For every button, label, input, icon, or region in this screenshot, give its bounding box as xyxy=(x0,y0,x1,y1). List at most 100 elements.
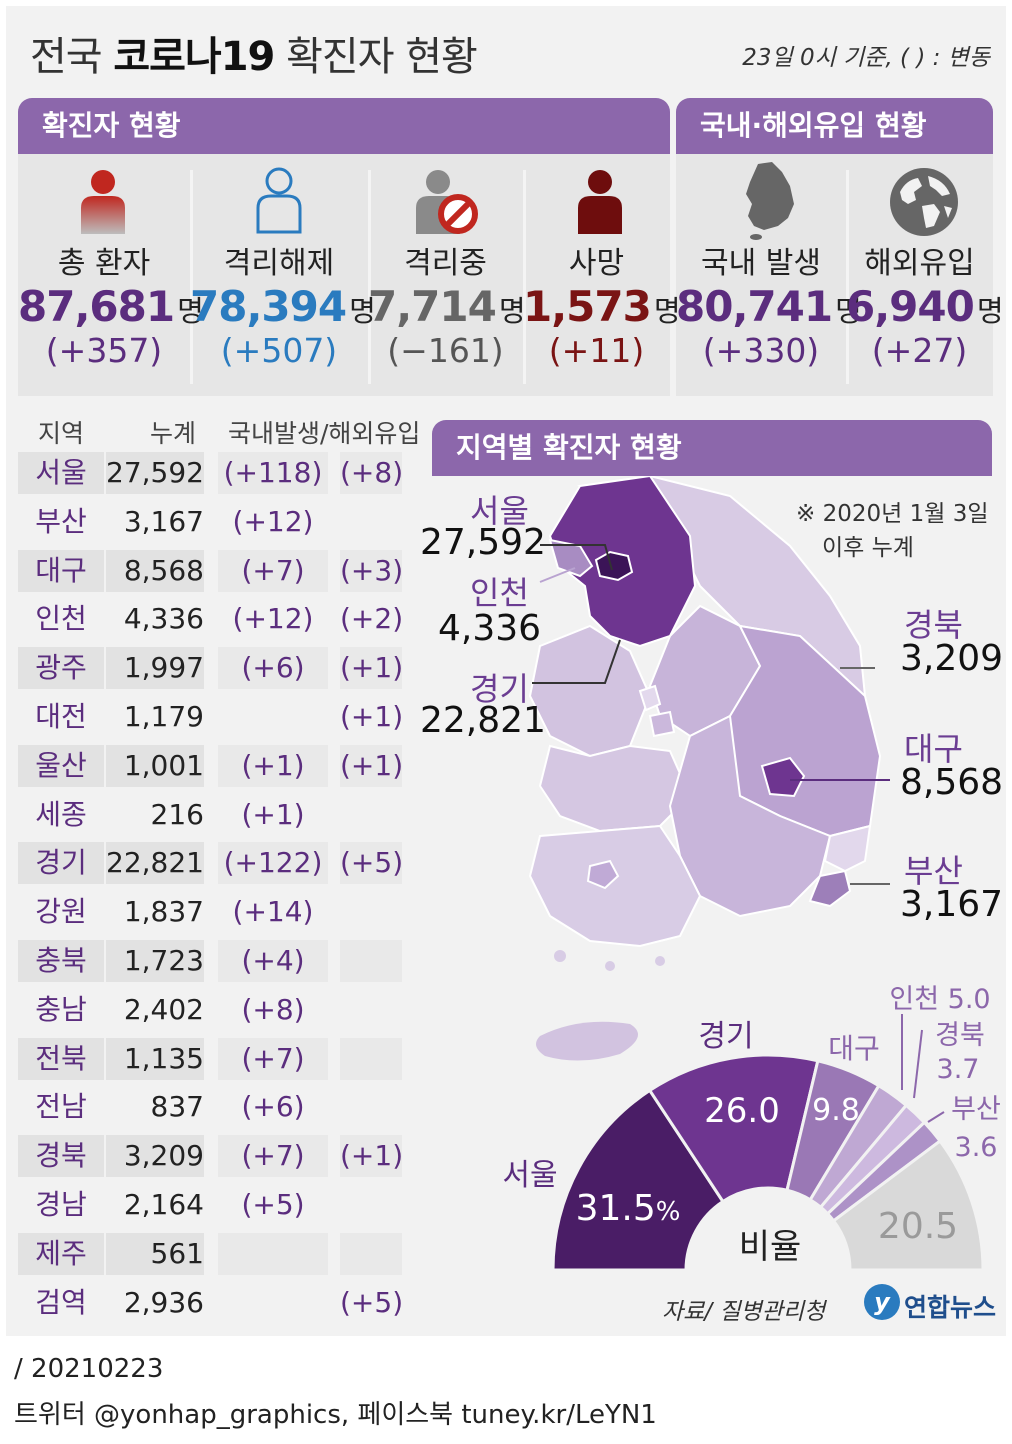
table-cell-total: 8,568 xyxy=(106,549,204,592)
table-cell-total: 1,723 xyxy=(106,940,204,982)
divider xyxy=(523,170,526,384)
stat-change: (+330) xyxy=(702,331,820,370)
basis-note: 23일 0시 기준, ( ) : 변동 xyxy=(742,45,990,71)
confirmed-stats-box xyxy=(18,154,670,396)
table-cell-region: 전남 xyxy=(35,1090,87,1124)
table-cell-region: 경북 xyxy=(18,1135,104,1178)
table-cell-region: 광주 xyxy=(18,647,104,690)
table-cell-region: 울산 xyxy=(18,744,104,787)
region-sejong xyxy=(638,684,662,712)
table-cell-domestic: (+118) xyxy=(218,452,328,494)
korea-region-map xyxy=(528,476,882,1061)
table-cell-domestic: (+12) xyxy=(232,504,314,538)
divider xyxy=(190,170,193,384)
table-cell-domestic: (+7) xyxy=(218,549,328,592)
yonhap-logo-icon: y xyxy=(864,1284,900,1320)
table-cell-total: 1,135 xyxy=(106,1037,204,1080)
donut-leader-line xyxy=(927,1111,945,1123)
stat-change: (+11) xyxy=(548,331,645,370)
table-cell-imported xyxy=(340,1037,402,1080)
table-cell-region: 대구 xyxy=(18,549,104,592)
map-label-daegu-value: 8,568 xyxy=(900,762,1004,803)
table-cell-imported xyxy=(340,1232,402,1275)
stat-value: 80,741 명 xyxy=(676,282,862,331)
footer-social[interactable]: 트위터 @yonhap_graphics, 페이스북 tuney.kr/LeYN… xyxy=(14,1400,657,1430)
brand-name: 연합뉴스 xyxy=(904,1293,997,1322)
stat-label: 사망 xyxy=(568,246,625,281)
table-cell-imported: (+1) xyxy=(340,744,403,787)
map-label-seoul-name: 서울 xyxy=(470,492,529,530)
table-cell-region: 충북 xyxy=(18,940,104,982)
stat-label: 격리해제 xyxy=(223,246,335,281)
table-cell-total: 3,209 xyxy=(106,1135,204,1178)
donut-label-gyeongbuk-value: 3.7 xyxy=(937,1054,980,1085)
stat-domestic: 국내 발생 80,741 명 (+330) xyxy=(676,238,862,370)
table-cell-total: 1,179 xyxy=(123,700,204,733)
region-seoul xyxy=(594,550,634,582)
map-label-gyeongbuk-value: 3,209 xyxy=(900,638,1004,679)
table-header-region: 지역 xyxy=(38,419,85,448)
donut-slice-other xyxy=(831,1138,985,1272)
table-cell-total: 561 xyxy=(106,1232,204,1275)
table-cell-domestic: (+1) xyxy=(241,797,305,831)
table-cell-domestic: (+8) xyxy=(241,992,305,1026)
donut-label-busan-name: 부산 xyxy=(951,1094,1001,1125)
donut-label-incheon: 인천 5.0 xyxy=(889,984,990,1015)
korea-map-icon xyxy=(746,162,794,240)
stat-value: 87,681 명 xyxy=(18,282,204,331)
map-label-busan-value: 3,167 xyxy=(900,884,1004,925)
table-cell-total: 1,001 xyxy=(106,744,204,787)
table-cell-imported: (+3) xyxy=(340,549,403,592)
table-cell-total: 3,167 xyxy=(123,504,204,538)
divider xyxy=(846,170,849,384)
donut-label-seoul-name: 서울 xyxy=(502,1158,557,1193)
table-cell-total: 4,336 xyxy=(123,602,204,636)
table-cell-domestic xyxy=(218,1232,328,1275)
stat-imported: 해외유입 6,940 명 (+27) xyxy=(846,238,1004,370)
stat-value: 7,714 명 xyxy=(368,282,526,331)
stat-released: 격리해제 78,394 명 (+507) xyxy=(190,238,376,370)
map-label-busan-name: 부산 xyxy=(904,852,963,890)
donut-label-gyeonggi-value: 26.0 xyxy=(704,1091,780,1131)
table-cell-total: 1,837 xyxy=(123,895,204,929)
table-cell-total: 2,936 xyxy=(123,1285,204,1319)
table-cell-total: 27,592 xyxy=(106,452,204,494)
region-daejeon xyxy=(648,710,676,738)
table-cell-region: 인천 xyxy=(35,602,87,636)
table-cell-domestic: (+4) xyxy=(218,940,328,982)
region-busan xyxy=(808,869,852,908)
source-text: 자료/ 질병관리청 xyxy=(662,1299,826,1325)
table-cell-total: 2,164 xyxy=(123,1188,204,1221)
stat-value: 6,940 명 xyxy=(846,282,1004,331)
map-note-line2: 이후 누계 xyxy=(822,535,914,561)
table-cell-region: 대전 xyxy=(35,700,87,733)
table-cell-total: 837 xyxy=(150,1090,204,1124)
region-daegu xyxy=(760,756,806,798)
map-label-incheon-name: 인천 xyxy=(470,574,529,612)
table-cell-domestic: (+1) xyxy=(218,744,328,787)
region-gyeongnam xyxy=(668,714,832,918)
donut-slice-gyeonggi xyxy=(647,1053,820,1204)
table-cell-domestic: (+6) xyxy=(218,647,328,690)
stat-value: 1,573 명 xyxy=(523,282,681,331)
table-cell-imported xyxy=(340,940,402,982)
region-jeonnam xyxy=(528,824,702,948)
table-cell-domestic: (+5) xyxy=(241,1188,305,1221)
table-header-total: 누계 xyxy=(150,419,197,448)
origin-section-header: 국내·해외유입 현황 xyxy=(676,98,993,154)
person-prohibited-icon xyxy=(416,170,478,234)
table-cell-imported: (+5) xyxy=(340,842,403,885)
person-outline-blue-icon xyxy=(256,167,302,234)
donut-label-daegu-value: 9.8 xyxy=(812,1093,860,1128)
stat-label: 총 환자 xyxy=(57,246,151,281)
map-label-incheon-value: 4,336 xyxy=(438,608,542,649)
table-cell-total: 216 xyxy=(150,797,204,831)
donut-center-title: 비율 xyxy=(739,1227,802,1267)
stat-label: 격리중 xyxy=(404,246,487,281)
table-cell-domestic: (+6) xyxy=(241,1090,305,1124)
donut-label-gyeonggi-name: 경기 xyxy=(698,1019,753,1054)
stat-label: 해외유입 xyxy=(864,246,975,281)
donut-label-daegu-name: 대구 xyxy=(828,1032,880,1065)
table-cell-region: 전북 xyxy=(18,1037,104,1080)
